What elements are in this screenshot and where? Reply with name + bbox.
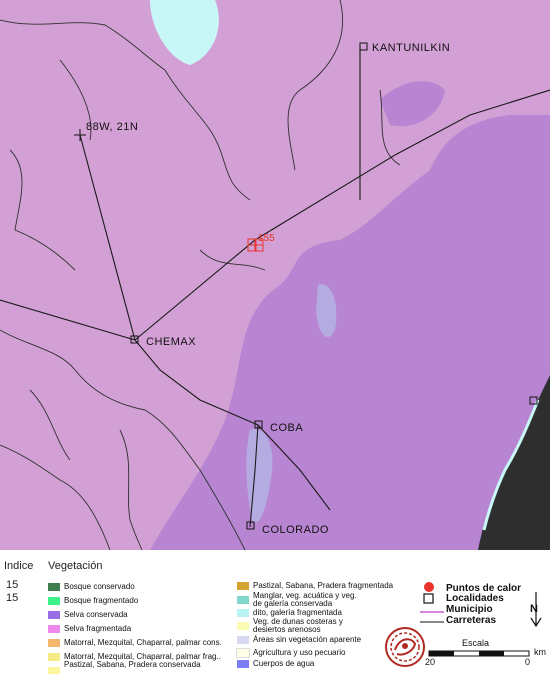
legend-label: Matorral, Mezquital, Chaparral, palmar f… (64, 652, 221, 661)
symbol-label: Puntos de calor (446, 583, 522, 594)
legend-label: Manglar, veg. acuática y veg. (253, 591, 357, 600)
place-coba[interactable]: COBA (254, 420, 303, 434)
legend-label: Bosque conservado (64, 582, 135, 591)
square-icon (423, 593, 434, 604)
symbol-label: Carreteras (446, 615, 497, 626)
scale-left-label: 20 (425, 657, 436, 667)
legend-label: Selva conservada (64, 610, 128, 619)
locality-square-icon (130, 335, 139, 344)
legend-label: Cuerpos de agua (253, 659, 315, 668)
legend-swatch (48, 667, 60, 674)
legend-swatch (48, 611, 60, 619)
legend-label: de galería conservada (253, 599, 333, 608)
legend-swatch (237, 582, 249, 590)
legend-swatch (237, 660, 249, 668)
hotspot-square-icon (247, 244, 256, 252)
place-colorado[interactable]: COLORADO (246, 521, 329, 536)
hotspot-label: 155 (258, 233, 275, 244)
legend-symbols (420, 582, 444, 623)
legend-swatch (237, 622, 249, 630)
legend-swatch (48, 625, 60, 633)
roads (0, 46, 550, 528)
institution-seal-icon (385, 627, 425, 667)
north-arrow-icon: N (530, 592, 542, 628)
legend-swatch (237, 636, 249, 644)
municipal-boundaries (0, 0, 401, 550)
legend: Indice Vegetación 15 15 Bosque conservad… (0, 550, 550, 674)
legend-swatch (48, 639, 60, 647)
scale-title: Escala (462, 638, 490, 648)
place-chemax[interactable]: CHEMAX (130, 335, 196, 348)
legend-swatch (48, 597, 60, 605)
crosshair-icon (74, 129, 86, 141)
coordinate-label: 88W, 21N (86, 121, 138, 133)
coastline (478, 375, 550, 550)
scale-bar (428, 650, 530, 657)
place-label: KANTUNILKIN (372, 42, 450, 54)
scale-unit-label: km (534, 647, 546, 657)
legend-label: Pastizal, Sabana, Pradera fragmentada (253, 581, 394, 590)
legend-label: Matorral, Mezquital, Chaparral, palmar c… (64, 638, 222, 647)
indice-header: Indice (4, 560, 34, 572)
place-coordinate-marker: 88W, 21N (74, 121, 138, 141)
locality-square-icon (529, 396, 538, 405)
place-label: COBA (270, 422, 303, 434)
legend-swatch (48, 583, 60, 591)
legend-label: Selva fragmentada (64, 624, 132, 633)
legend-swatch (237, 596, 249, 604)
legend-label: Agricultura y uso pecuario (253, 648, 346, 657)
map-canvas: KANTUNILKIN 88W, 21N CHEMAX COBA COLORAD… (0, 0, 550, 550)
index-value: 15 (6, 592, 19, 604)
place-kantunilkin[interactable]: KANTUNILKIN (359, 42, 450, 54)
legend-label: Pastizal, Sabana, Pradera conservada (64, 660, 201, 669)
svg-text:N: N (530, 603, 538, 615)
legend-swatch (236, 648, 250, 658)
legend-label: dito, galería fragmentada (253, 608, 342, 617)
symbol-label: Municipio (446, 604, 493, 615)
locality-square-icon (254, 420, 263, 429)
vegetacion-header: Vegetación (48, 560, 103, 572)
locality-square-icon (359, 42, 368, 51)
legend-label: Bosque fragmentado (64, 596, 139, 605)
scale-right-label: 0 (525, 657, 531, 667)
red-dot-icon (424, 582, 434, 592)
legend-label: Veg. de dunas costeras y (253, 617, 343, 626)
legend-label: Áreas sin vegetación aparente (253, 635, 362, 644)
symbol-label: Localidades (446, 593, 504, 604)
hotspot-square-icon (255, 244, 264, 252)
place-label: CHEMAX (146, 336, 196, 348)
place-label: COLORADO (262, 524, 329, 536)
legend-swatch (237, 609, 249, 617)
index-value: 15 (6, 579, 19, 591)
legend-swatch (48, 653, 60, 661)
locality-square-icon (246, 521, 255, 530)
coastal-water (482, 399, 540, 531)
hotspot-cluster[interactable]: 155 (247, 233, 275, 252)
legend-label: desiertos arenosos (253, 625, 321, 634)
